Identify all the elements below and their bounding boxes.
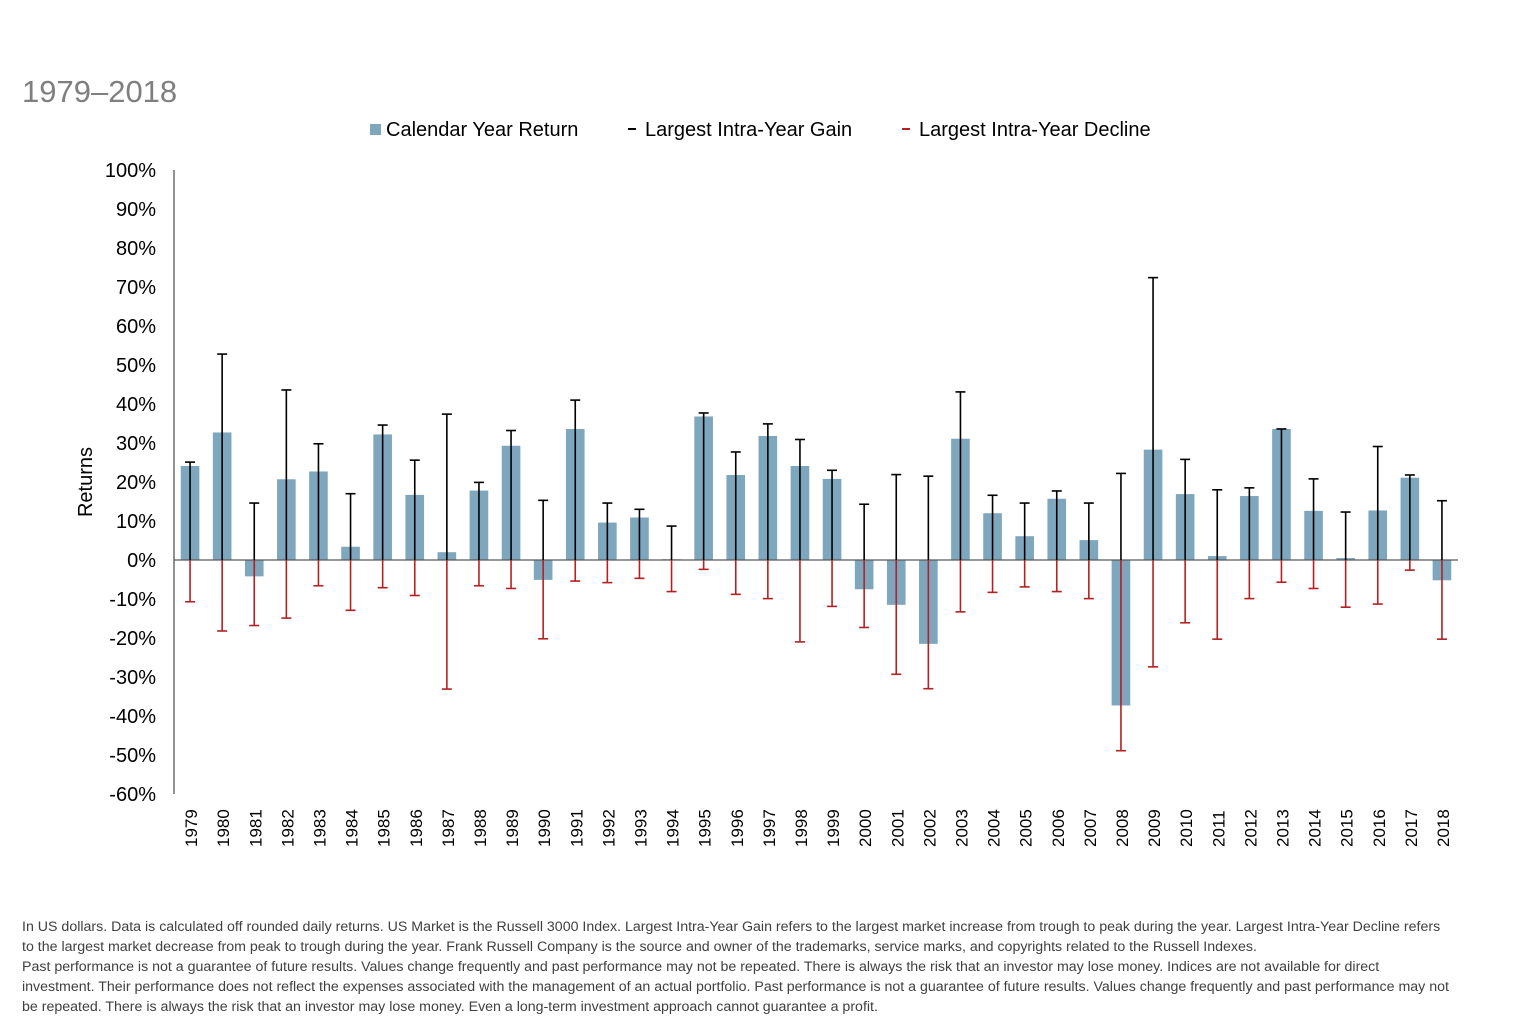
y-tick-label: -20% xyxy=(109,628,156,650)
whisker-series xyxy=(185,276,1447,752)
x-tick-label: 1992 xyxy=(599,809,618,847)
y-tick-label: 90% xyxy=(116,199,156,221)
y-tick-label: 70% xyxy=(116,277,156,299)
y-axis-label: Returns xyxy=(75,447,97,517)
legend-item-return: Calendar Year Return xyxy=(370,117,578,143)
x-tick-label: 1984 xyxy=(343,809,362,847)
y-tick-label: 100% xyxy=(105,160,156,182)
x-tick-label: 2002 xyxy=(920,809,939,847)
x-tick-label: 2011 xyxy=(1209,810,1228,847)
y-tick-labels: -60% -50% -40% -30% -20% -10% 0% 10% 20% 30% 40% 50… xyxy=(105,160,156,806)
footnote-paragraph-1: In US dollars. Data is calculated off ro… xyxy=(22,919,1441,955)
x-tick-label: 1980 xyxy=(214,809,233,847)
x-tick-label: 1998 xyxy=(792,809,811,847)
chart-legend: Calendar Year Return Largest Intra-Year … xyxy=(0,117,1532,143)
x-tick-label: 1995 xyxy=(696,809,715,847)
x-tick-label: 2017 xyxy=(1402,809,1421,847)
legend-item-decline: Largest Intra-Year Decline xyxy=(902,117,1151,143)
footnote: In US dollars. Data is calculated off ro… xyxy=(22,917,1452,1017)
legend-label-decline: Largest Intra-Year Decline xyxy=(919,119,1151,141)
x-tick-label: 2000 xyxy=(856,809,875,847)
x-tick-label: 1979 xyxy=(182,809,201,847)
legend-swatch-decline xyxy=(902,128,910,130)
y-tick-label: -60% xyxy=(109,784,156,806)
y-tick-label: -10% xyxy=(109,589,156,611)
legend-swatch-return xyxy=(370,124,381,135)
returns-chart: -60% -50% -40% -30% -20% -10% 0% 10% 20% 30% 40% 50… xyxy=(75,160,1458,847)
x-tick-label: 1991 xyxy=(567,809,586,847)
y-tick-label: -30% xyxy=(109,667,156,689)
x-tick-label: 1987 xyxy=(439,809,458,847)
x-tick-label: 1997 xyxy=(760,809,779,847)
y-tick-label: 50% xyxy=(116,355,156,377)
x-tick-label: 2001 xyxy=(888,809,907,847)
x-tick-label: 1982 xyxy=(278,809,297,847)
x-tick-label: 1989 xyxy=(503,809,522,847)
x-tick-label: 1983 xyxy=(310,809,329,847)
x-tick-label: 1990 xyxy=(535,809,554,847)
x-tick-label: 1996 xyxy=(728,809,747,847)
x-tick-label: 2013 xyxy=(1273,809,1292,847)
y-tick-label: 40% xyxy=(116,394,156,416)
x-tick-label: 2015 xyxy=(1338,809,1357,847)
y-tick-label: 60% xyxy=(116,316,156,338)
legend-label-return: Calendar Year Return xyxy=(386,119,579,141)
y-tick-label: -40% xyxy=(109,706,156,728)
x-tick-label: 2003 xyxy=(952,809,971,847)
x-tick-label: 1994 xyxy=(664,809,683,847)
x-tick-label: 2018 xyxy=(1434,809,1453,847)
x-tick-label: 2005 xyxy=(1017,809,1036,847)
y-tick-label: 0% xyxy=(127,550,156,572)
chart-subtitle: 1979–2018 xyxy=(22,74,178,109)
y-tick-label: -50% xyxy=(109,745,156,767)
y-tick-label: 20% xyxy=(116,472,156,494)
bar-series xyxy=(180,416,1452,706)
y-tick-label: 30% xyxy=(116,433,156,455)
x-tick-label: 1993 xyxy=(631,809,650,847)
x-tick-label: 1999 xyxy=(824,809,843,847)
x-tick-label: 1981 xyxy=(246,809,265,847)
chart-axes xyxy=(173,170,1458,794)
x-tick-label: 1986 xyxy=(407,809,426,847)
y-tick-label: 10% xyxy=(116,511,156,533)
x-tick-label: 2008 xyxy=(1113,809,1132,847)
y-tick-label: 80% xyxy=(116,238,156,260)
x-tick-label: 2016 xyxy=(1370,809,1389,847)
x-tick-label: 2014 xyxy=(1306,809,1325,847)
legend-label-gain: Largest Intra-Year Gain xyxy=(645,119,853,141)
x-tick-label: 2006 xyxy=(1049,809,1068,847)
x-tick-label: 1988 xyxy=(471,809,490,847)
x-tick-label: 2010 xyxy=(1177,809,1196,847)
x-tick-labels: 1979 1980 1981 1982 1983 1984 1985 1986 1987 1988… xyxy=(182,809,1453,847)
x-tick-label: 1985 xyxy=(375,809,394,847)
legend-item-gain: Largest Intra-Year Gain xyxy=(628,117,852,143)
x-tick-label: 2004 xyxy=(985,809,1004,847)
x-tick-label: 2009 xyxy=(1145,809,1164,847)
legend-swatch-gain xyxy=(628,128,636,130)
x-tick-label: 2007 xyxy=(1081,809,1100,847)
footnote-paragraph-2: Past performance is not a guarantee of f… xyxy=(22,959,1449,1015)
x-tick-label: 2012 xyxy=(1241,809,1260,847)
